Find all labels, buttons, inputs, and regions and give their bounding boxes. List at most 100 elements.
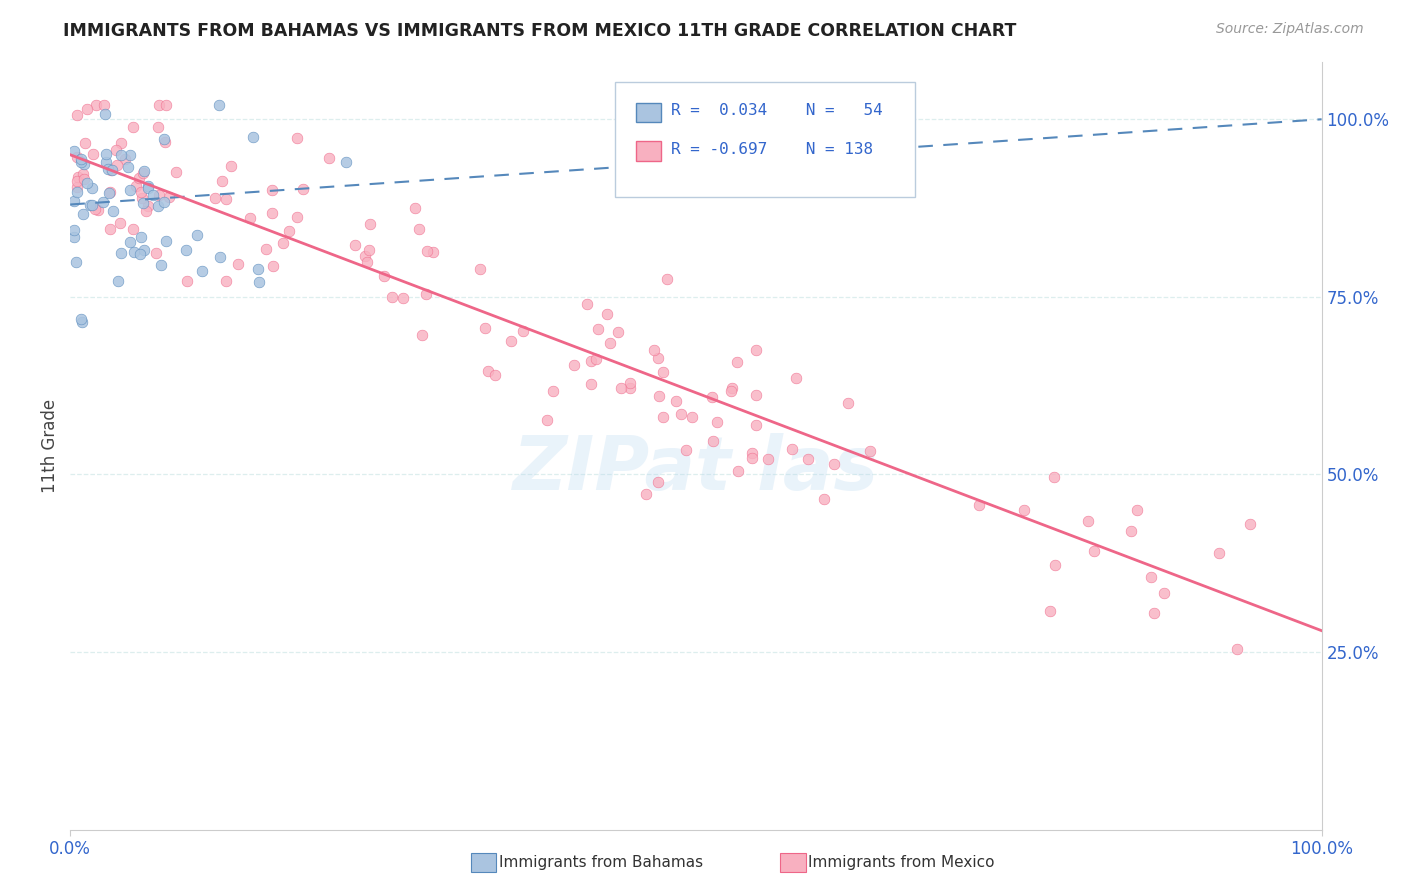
Point [73, 157, 96, 171]
Point [782, 442, 804, 457]
Point [219, 159, 242, 173]
Point [132, 244, 155, 258]
Point [422, 245, 444, 260]
Point [101, 204, 124, 219]
Point [101, 163, 124, 178]
Point [335, 155, 357, 169]
Point [87, 202, 110, 217]
Point [247, 275, 270, 289]
Y-axis label: 11th Grade: 11th Grade [41, 399, 59, 493]
Point [581, 377, 603, 392]
FancyBboxPatch shape [614, 81, 915, 197]
Point [823, 457, 845, 471]
Point [83, 202, 105, 217]
Point [66, 186, 89, 200]
Point [94, 107, 117, 121]
Point [1226, 642, 1249, 657]
Point [125, 178, 148, 193]
Point [636, 487, 658, 501]
Point [643, 343, 665, 357]
Point [132, 166, 155, 180]
Point [381, 290, 404, 304]
Point [153, 135, 176, 149]
Point [648, 389, 671, 403]
Point [136, 178, 159, 193]
Point [207, 98, 229, 112]
Point [260, 206, 283, 220]
Point [813, 492, 835, 507]
Point [70, 315, 93, 329]
Point [94, 154, 117, 169]
Point [155, 98, 177, 112]
Point [73, 136, 96, 150]
Point [477, 364, 499, 378]
Point [745, 343, 768, 357]
Point [118, 183, 141, 197]
Point [586, 322, 609, 336]
Point [69, 152, 91, 166]
Point [122, 222, 145, 236]
Point [859, 443, 882, 458]
Point [122, 120, 145, 135]
Point [211, 174, 233, 188]
Point [318, 151, 340, 165]
Point [129, 185, 152, 199]
Point [142, 188, 165, 202]
Point [596, 307, 619, 321]
Point [536, 413, 558, 427]
Point [291, 182, 314, 196]
Point [408, 222, 430, 236]
Point [702, 434, 724, 448]
Point [675, 442, 697, 457]
Point [100, 163, 122, 178]
Point [242, 130, 264, 145]
Point [404, 202, 426, 216]
Point [110, 147, 132, 161]
Point [1125, 503, 1147, 517]
Point [415, 244, 437, 259]
Point [411, 328, 433, 343]
Point [1239, 516, 1261, 531]
Point [702, 390, 724, 404]
Point [72, 207, 94, 221]
Point [1119, 524, 1142, 538]
Point [98, 186, 121, 201]
Point [91, 194, 114, 209]
Point [721, 381, 744, 395]
Point [63, 230, 86, 244]
Text: Immigrants from Mexico: Immigrants from Mexico [808, 855, 995, 870]
Point [84, 98, 107, 112]
Point [110, 215, 132, 229]
Point [79, 198, 101, 212]
Text: IMMIGRANTS FROM BAHAMAS VS IMMIGRANTS FROM MEXICO 11TH GRADE CORRELATION CHART: IMMIGRANTS FROM BAHAMAS VS IMMIGRANTS FR… [63, 22, 1017, 40]
Point [65, 174, 87, 188]
Point [619, 381, 641, 395]
Bar [636, 142, 661, 161]
Point [579, 354, 602, 368]
Point [741, 451, 763, 466]
Point [247, 262, 270, 277]
Point [1042, 470, 1064, 484]
Point [204, 191, 226, 205]
Point [260, 183, 283, 197]
Point [176, 274, 198, 288]
Point [63, 144, 86, 158]
Point [63, 222, 86, 236]
Point [122, 245, 145, 260]
Point [575, 297, 598, 311]
Point [474, 320, 496, 334]
Point [98, 185, 121, 199]
Point [512, 324, 534, 338]
Point [80, 181, 103, 195]
Point [725, 355, 748, 369]
Point [70, 312, 93, 326]
Text: R = -0.697    N = 138: R = -0.697 N = 138 [671, 142, 873, 157]
Point [273, 236, 295, 251]
Point [484, 368, 506, 383]
Point [94, 147, 117, 161]
Point [647, 351, 669, 365]
Point [65, 108, 87, 122]
Point [215, 274, 238, 288]
Point [599, 336, 621, 351]
Point [359, 217, 381, 231]
